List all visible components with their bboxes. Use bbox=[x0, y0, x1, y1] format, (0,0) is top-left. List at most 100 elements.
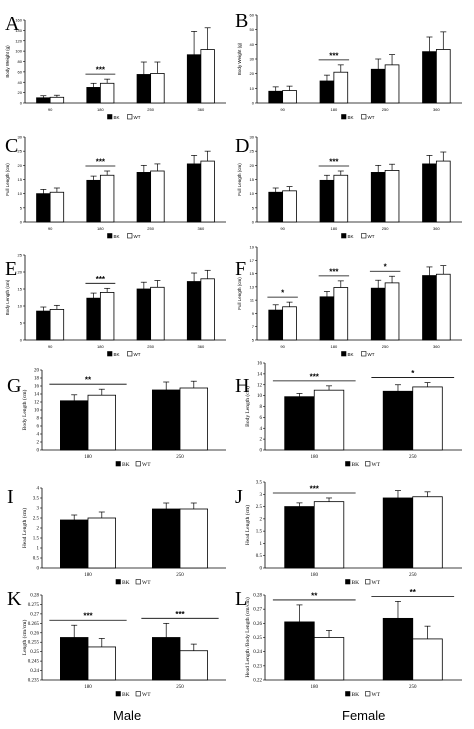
x-tick-label: 250 bbox=[382, 344, 389, 349]
bar-bk-250 bbox=[136, 172, 152, 223]
legend-swatch-bk bbox=[345, 691, 351, 697]
y-tick-label: 30 bbox=[18, 135, 23, 140]
bar-bk-90 bbox=[36, 97, 51, 104]
legend-swatch-wt bbox=[135, 691, 141, 697]
y-tick-label: 0.5 bbox=[33, 557, 40, 562]
panel-letter: H bbox=[235, 375, 249, 397]
y-tick-label: 40 bbox=[18, 80, 23, 85]
y-tick-label: 10 bbox=[18, 191, 23, 196]
y-tick-label: 0 bbox=[260, 449, 263, 454]
x-tick-label: 180 bbox=[84, 455, 92, 460]
legend-swatch-wt bbox=[361, 351, 367, 357]
significance-label: *** bbox=[83, 612, 93, 621]
y-tick-label: 16 bbox=[34, 385, 40, 390]
y-tick-label: 10 bbox=[257, 394, 263, 399]
bar-wt-180 bbox=[313, 501, 345, 569]
panel-letter: D bbox=[235, 135, 249, 157]
y-tick-label: 14 bbox=[34, 393, 40, 398]
panel-f: F 5 7 9 11 13 15 17 19 Full Length (cm) 90 180 250 36… bbox=[235, 245, 462, 357]
legend-swatch-bk bbox=[341, 114, 347, 120]
bar-wt-250 bbox=[384, 282, 400, 341]
bar-bk-90 bbox=[268, 309, 284, 341]
y-tick-label: 4 bbox=[260, 427, 263, 432]
legend-swatch-wt bbox=[127, 114, 133, 120]
y-tick-label: 20 bbox=[250, 71, 255, 76]
significance-label: *** bbox=[329, 158, 339, 167]
y-tick-label: 10 bbox=[250, 191, 255, 196]
y-tick-label: 0 bbox=[20, 101, 23, 106]
bar-wt-180 bbox=[87, 394, 117, 451]
y-tick-label: 0 bbox=[20, 220, 23, 225]
y-axis-label: Body Length (cm) bbox=[5, 279, 10, 315]
x-tick-label: 250 bbox=[382, 107, 389, 112]
bar-bk-360 bbox=[422, 275, 437, 341]
panel-letter: J bbox=[235, 486, 243, 508]
legend-label-bk: BK bbox=[352, 692, 360, 698]
x-tick-label: 90 bbox=[48, 344, 53, 349]
x-tick-label: 180 bbox=[331, 226, 338, 231]
y-tick-label: 1 bbox=[37, 547, 40, 552]
x-tick-label: 360 bbox=[198, 107, 205, 112]
x-tick-label: 90 bbox=[48, 107, 53, 112]
x-tick-label: 180 bbox=[84, 685, 92, 690]
legend-label-bk: BK bbox=[348, 352, 354, 357]
bar-wt-180 bbox=[87, 646, 117, 681]
y-tick-label: 1.5 bbox=[33, 537, 40, 542]
y-tick-label: 0 bbox=[37, 449, 40, 454]
y-tick-label: 25 bbox=[18, 253, 23, 258]
y-tick-label: 8 bbox=[37, 417, 40, 422]
bar-bk-180 bbox=[60, 519, 89, 569]
bar-wt-180 bbox=[313, 637, 345, 681]
panel-letter: I bbox=[7, 486, 14, 508]
bar-wt-250 bbox=[384, 170, 400, 223]
y-tick-label: 3.5 bbox=[33, 497, 40, 502]
y-tick-label: 6 bbox=[37, 425, 40, 430]
legend-label-wt: WT bbox=[142, 580, 151, 586]
panel-a: A 0 20 40 60 80 100 120 140 160 Body Weight (g) 90 1… bbox=[5, 13, 226, 120]
y-axis-label: Body Weight (g) bbox=[5, 45, 10, 78]
x-tick-label: 360 bbox=[198, 344, 205, 349]
y-tick-label: 0.245 bbox=[28, 660, 40, 665]
bar-bk-360 bbox=[186, 281, 202, 341]
bar-bk-250 bbox=[370, 287, 386, 341]
y-tick-label: 0.235 bbox=[28, 679, 40, 684]
x-tick-label: 90 bbox=[48, 226, 53, 231]
bar-bk-250 bbox=[136, 74, 152, 104]
y-tick-label: 17 bbox=[250, 258, 255, 263]
bar-wt-90 bbox=[282, 306, 297, 341]
y-axis-label: Body Weight (g) bbox=[237, 42, 242, 75]
bar-wt-360 bbox=[435, 49, 451, 104]
panel-letter: B bbox=[235, 10, 248, 32]
bar-wt-180 bbox=[333, 71, 349, 104]
legend-swatch-bk bbox=[341, 351, 347, 357]
y-tick-label: 20 bbox=[18, 163, 23, 168]
y-axis-label: Full Length (cm) bbox=[237, 163, 242, 196]
y-tick-label: 2 bbox=[260, 438, 263, 443]
legend-label-bk: BK bbox=[122, 580, 130, 586]
bar-wt-250 bbox=[179, 508, 209, 569]
y-tick-label: 2 bbox=[37, 441, 40, 446]
bar-wt-250 bbox=[412, 496, 443, 569]
legend-swatch-wt bbox=[127, 351, 133, 357]
panel-d: D 0 5 10 15 20 25 30 Full Length (cm) 90 180 250 360… bbox=[235, 135, 462, 239]
panel-letter: C bbox=[5, 135, 18, 157]
y-tick-label: 40 bbox=[250, 42, 255, 47]
y-tick-label: 3 bbox=[37, 507, 40, 512]
bar-bk-180 bbox=[284, 621, 315, 681]
significance-label: *** bbox=[310, 372, 320, 381]
y-tick-label: 0 bbox=[252, 220, 255, 225]
y-tick-label: 0.5 bbox=[256, 554, 263, 559]
significance-label: *** bbox=[329, 51, 339, 60]
bar-bk-180 bbox=[60, 400, 89, 451]
x-tick-label: 360 bbox=[198, 226, 205, 231]
bar-wt-90 bbox=[49, 308, 65, 341]
x-tick-label: 180 bbox=[311, 685, 319, 690]
legend-swatch-wt bbox=[127, 233, 133, 239]
y-tick-label: 0.275 bbox=[28, 603, 40, 608]
y-tick-label: 0.25 bbox=[253, 636, 262, 641]
y-tick-label: 50 bbox=[250, 27, 255, 32]
panel-letter: L bbox=[235, 588, 247, 610]
